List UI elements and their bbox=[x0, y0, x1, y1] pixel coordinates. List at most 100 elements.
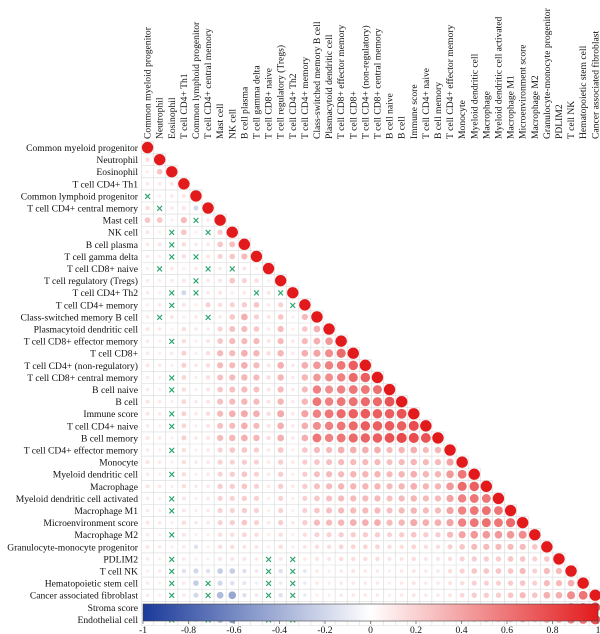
diagonal-dot bbox=[456, 456, 468, 468]
correlation-dot bbox=[182, 266, 186, 271]
column-label: Hematopoietic stem cell bbox=[578, 45, 589, 139]
correlation-dot bbox=[241, 495, 248, 502]
correlation-dot bbox=[170, 327, 174, 331]
correlation-dot bbox=[374, 483, 381, 490]
correlation-dot bbox=[313, 471, 320, 478]
column-label: Common lymphoid progenitor bbox=[191, 21, 202, 139]
row-label: T cell CD4+ (non-regulatory) bbox=[24, 361, 138, 372]
correlation-dot bbox=[181, 302, 186, 307]
correlation-dot bbox=[459, 556, 465, 562]
correlation-dot bbox=[277, 471, 284, 477]
colorbar-ticks: -1 -0.8 -0.6 -0.4 -0.2 0 0.2 0.4 0.6 0.8 1 bbox=[139, 621, 600, 634]
correlation-dot bbox=[182, 593, 186, 598]
correlation-dot bbox=[229, 495, 235, 501]
correlation-dot bbox=[375, 581, 380, 585]
diagonal-dot bbox=[153, 153, 166, 166]
heatmap-cells: ×××× ××× ×× × ××× × × ×× ×× ×××××××××××× × ×× × ×× × × ×… bbox=[141, 141, 600, 626]
correlation-dot bbox=[206, 435, 211, 440]
correlation-dot bbox=[194, 230, 198, 234]
correlation-dot bbox=[193, 544, 199, 550]
correlation-dot bbox=[218, 315, 222, 319]
correlation-dot bbox=[363, 569, 368, 573]
correlation-dot bbox=[471, 592, 477, 598]
correlation-dot bbox=[336, 385, 346, 394]
correlation-dot bbox=[157, 399, 162, 404]
correlation-dot bbox=[145, 254, 150, 259]
correlation-dot bbox=[194, 496, 198, 501]
correlation-dot bbox=[229, 422, 236, 429]
correlation-dot bbox=[170, 509, 174, 512]
correlation-dot bbox=[253, 314, 259, 320]
correlation-dot bbox=[277, 325, 284, 333]
correlation-dot bbox=[253, 374, 260, 381]
correlation-dot bbox=[362, 495, 369, 502]
correlation-dot bbox=[384, 408, 395, 419]
column-label: T cell CD8+ effector memory bbox=[336, 25, 347, 139]
correlation-dot bbox=[363, 556, 368, 562]
diagonal-dot bbox=[383, 383, 396, 396]
correlation-dot bbox=[278, 508, 284, 514]
row-label: Class-switched memory B cell bbox=[20, 312, 138, 323]
nonsignificant-mark: × bbox=[156, 203, 164, 214]
correlation-dot bbox=[217, 229, 223, 235]
correlation-dot bbox=[291, 557, 295, 561]
correlation-dot bbox=[230, 544, 235, 550]
correlation-dot bbox=[253, 362, 260, 369]
correlation-dot bbox=[327, 556, 332, 561]
correlation-dot bbox=[410, 531, 417, 538]
row-label: PDLIM2 bbox=[103, 554, 138, 565]
correlation-dot bbox=[312, 397, 322, 407]
correlation-dot bbox=[157, 436, 162, 440]
correlation-dot bbox=[206, 484, 210, 489]
correlation-dot bbox=[254, 266, 259, 271]
correlation-dot bbox=[336, 397, 346, 407]
diagonal-dot bbox=[516, 516, 529, 529]
correlation-dot bbox=[313, 446, 321, 454]
correlation-dot bbox=[372, 385, 382, 395]
correlation-dot bbox=[254, 544, 259, 549]
correlation-dot bbox=[424, 569, 428, 573]
nonsignificant-mark: × bbox=[168, 494, 176, 505]
correlation-dot bbox=[360, 372, 371, 383]
correlation-dot bbox=[399, 556, 404, 561]
correlation-dot bbox=[314, 544, 320, 550]
diagonal-dot bbox=[529, 529, 541, 541]
correlation-dot bbox=[253, 338, 260, 345]
correlation-dot bbox=[481, 506, 491, 516]
correlation-dot bbox=[217, 483, 223, 490]
correlation-dot bbox=[158, 194, 162, 198]
column-label: Myeloid dendritic cell bbox=[469, 53, 480, 139]
column-label: NK cell bbox=[227, 109, 238, 139]
correlation-dot bbox=[242, 266, 247, 271]
correlation-dot bbox=[242, 593, 247, 598]
correlation-dot bbox=[338, 556, 344, 562]
correlation-dot bbox=[350, 495, 357, 502]
correlation-dot bbox=[360, 433, 371, 443]
correlation-dot bbox=[254, 532, 259, 537]
column-label: Immune score bbox=[409, 84, 420, 139]
correlation-dot bbox=[194, 533, 198, 537]
correlation-dot bbox=[448, 581, 453, 586]
correlation-dot bbox=[253, 520, 259, 526]
correlation-dot bbox=[242, 568, 247, 574]
nonsignificant-mark: × bbox=[168, 566, 176, 577]
correlation-dot bbox=[420, 433, 431, 443]
correlation-dot bbox=[277, 374, 284, 381]
correlation-dot bbox=[325, 519, 333, 526]
correlation-dot bbox=[170, 569, 174, 573]
correlation-dot bbox=[206, 460, 210, 464]
correlation-dot bbox=[313, 519, 321, 526]
correlation-dot bbox=[194, 279, 198, 282]
correlation-dot bbox=[253, 471, 259, 477]
correlation-dot bbox=[315, 593, 319, 597]
correlation-dot bbox=[350, 507, 357, 514]
correlation-dot bbox=[507, 592, 514, 599]
correlation-dot bbox=[398, 483, 405, 490]
correlation-dot bbox=[301, 349, 309, 357]
correlation-dot bbox=[387, 593, 392, 597]
column-label: T cell CD4+ (non-regulatory) bbox=[360, 25, 371, 139]
correlation-dot bbox=[544, 556, 550, 562]
correlation-dot bbox=[216, 591, 224, 599]
correlation-dot bbox=[156, 217, 163, 223]
correlation-dot bbox=[482, 530, 491, 539]
